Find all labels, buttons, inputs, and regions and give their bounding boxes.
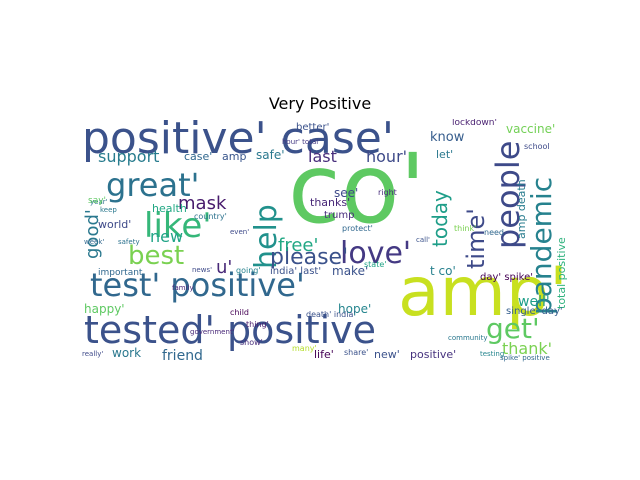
word: positive' case': [82, 119, 394, 164]
word: going': [236, 266, 261, 275]
word: even': [230, 228, 250, 236]
word: t co': [430, 264, 456, 278]
word: call': [416, 236, 430, 244]
word: amp: [222, 150, 247, 163]
word: life': [314, 348, 334, 361]
word: free': [278, 235, 319, 256]
word: trump: [324, 210, 355, 221]
word: health: [152, 202, 187, 215]
word: test' positive': [90, 266, 305, 304]
word: spike' positive: [500, 354, 550, 362]
word: thanks': [310, 196, 351, 209]
word: tested' positive: [84, 308, 377, 352]
word: love': [340, 236, 412, 271]
word: show': [240, 338, 263, 347]
word: best: [128, 241, 185, 271]
word: thank': [502, 339, 553, 358]
word: say': [88, 196, 107, 206]
word: protect': [342, 224, 373, 233]
word: family: [172, 284, 194, 292]
word: mask: [178, 193, 227, 214]
word: last: [308, 147, 337, 166]
word: co': [288, 133, 426, 245]
word: school: [524, 142, 550, 151]
word: work: [112, 346, 142, 360]
word: get': [486, 312, 540, 345]
word: year': [90, 198, 108, 206]
word: know: [430, 130, 465, 145]
word: think': [454, 224, 477, 233]
word: important: [98, 268, 143, 278]
word: today: [428, 190, 452, 247]
word: total positive: [555, 237, 568, 309]
word: amp': [398, 253, 568, 332]
chart-title: Very Positive: [268, 94, 372, 113]
word: lockdown': [452, 119, 497, 128]
word: well': [518, 294, 550, 310]
word: support: [98, 147, 160, 166]
word: country': [194, 212, 227, 221]
word: hour' total': [282, 138, 321, 146]
word: keep: [100, 206, 117, 214]
word: time': [462, 208, 490, 269]
word: great': [106, 166, 200, 204]
word: testing: [480, 350, 505, 358]
word: new': [374, 348, 400, 361]
word: please': [270, 245, 349, 270]
word: see': [334, 186, 359, 200]
word: safety: [118, 238, 140, 246]
word: safe': [256, 148, 285, 162]
word: right: [378, 188, 397, 197]
word: good': [82, 209, 103, 259]
word: really': [82, 350, 104, 358]
word: state': [364, 260, 387, 269]
word: like': [144, 206, 212, 246]
word: positive': [410, 348, 457, 361]
word: amp death: [515, 179, 528, 239]
word: news': [192, 266, 213, 274]
word: week': [84, 238, 105, 246]
word: share': [344, 348, 369, 357]
word: single' day': [506, 306, 563, 317]
word: vaccine': [506, 122, 556, 136]
word: child: [230, 308, 249, 317]
word: hour': [366, 147, 408, 166]
word: happy': [84, 302, 125, 316]
word: day' spike': [480, 272, 533, 283]
word: india' last': [270, 266, 322, 277]
word: make': [332, 264, 369, 278]
word: community: [448, 334, 488, 342]
word: world': [98, 218, 132, 231]
word: thing': [246, 320, 269, 329]
word: let': [436, 148, 454, 161]
word: better': [296, 122, 330, 133]
word: new: [150, 227, 184, 246]
word: friend: [162, 348, 203, 362]
word: hope': [338, 302, 372, 316]
word-cloud: positive' case' co' amp' tested' positiv…: [80, 119, 576, 362]
word: case': [184, 150, 213, 163]
word: need: [484, 228, 504, 237]
word: many': [292, 344, 317, 353]
word: death' india': [306, 310, 356, 319]
word: government': [190, 328, 235, 336]
word: u': [216, 257, 233, 278]
